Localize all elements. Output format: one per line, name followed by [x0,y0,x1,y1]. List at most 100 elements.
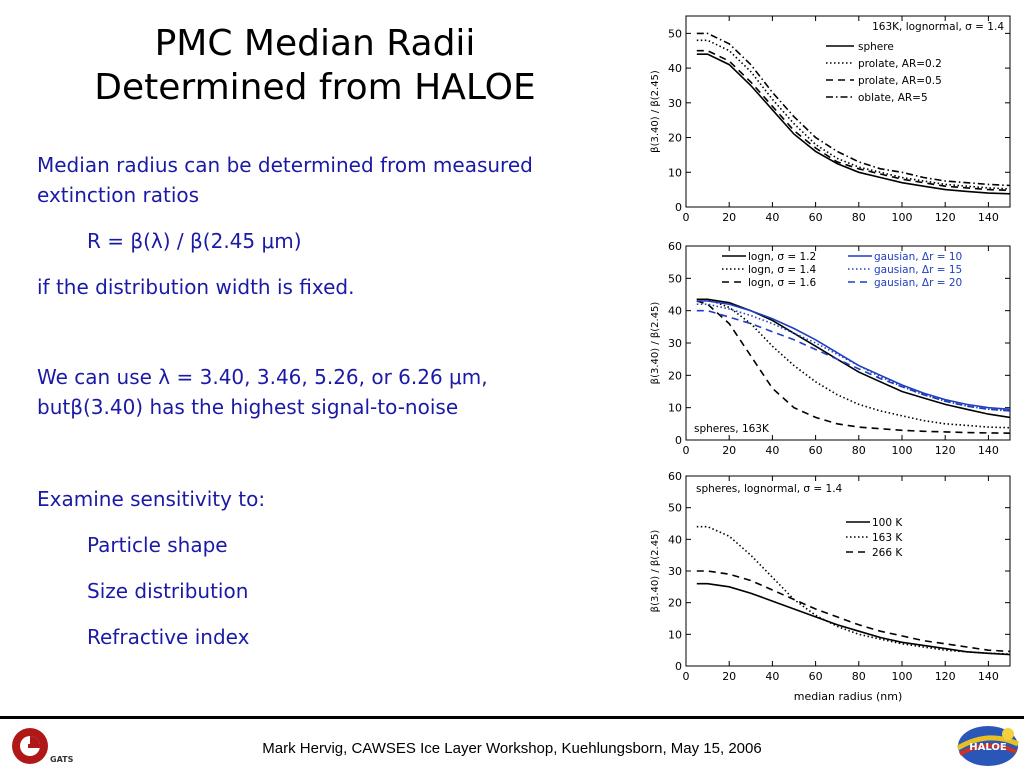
y-tick-label: 40 [668,533,682,546]
x-tick-label: 80 [852,444,866,457]
legend-label: logn, σ = 1.2 [748,251,816,263]
y-axis-label: β(3.40) / β(2.45) [650,70,661,153]
legend-label: logn, σ = 1.4 [748,264,816,276]
chart-particle-shape: 0 20 40 60 80 100 120 140 0 10 20 30 40 50 β(3.40) / β… [640,8,1024,233]
legend-label: oblate, AR=5 [858,92,928,104]
y-tick-label: 10 [668,166,682,179]
y-axis-label: β(3.40) / β(2.45) [650,302,661,385]
x-tick-label: 140 [978,211,999,224]
x-axis-label: median radius (nm) [794,690,903,703]
gats-logo-text: GATS [50,755,74,764]
series-line-prolate-ar-0-2 [696,39,1011,190]
y-tick-label: 50 [668,27,682,40]
haloe-logo: HALOE [944,722,1024,768]
y-tick-label: 30 [668,97,682,110]
chart-size-distribution: 0 20 40 60 80 100 120 140 0 10 20 30 40 50 60 β(3.40) /… [640,238,1024,466]
title-line-1: PMC Median Radii [154,23,476,64]
y-tick-label: 10 [668,628,682,641]
slide-body: Median radius can be determined from mea… [37,150,637,652]
formula: R = β(λ) / β(2.45 μm) [87,229,302,253]
paragraph-3a: We can use λ = 3.40, 3.46, 5.26, or 6.26… [37,365,488,389]
legend-label: prolate, AR=0.5 [858,75,942,87]
legend-label: logn, σ = 1.6 [748,277,816,289]
paragraph-2: if the distribution width is fixed. [37,275,355,299]
series-line-gausian-r-20 [696,309,1011,412]
y-tick-label: 20 [668,369,682,382]
y-tick-label: 10 [668,402,682,415]
legend-label: sphere [858,41,894,53]
x-tick-label: 60 [809,211,823,224]
x-tick-label: 0 [683,444,690,457]
series-line-163-k [696,525,1011,655]
y-tick-label: 50 [668,502,682,515]
legend-header: 163K, lognormal, σ = 1.4 [872,21,1004,33]
x-tick-label: 60 [809,670,823,683]
y-tick-label: 50 [668,272,682,285]
chart-temperature: 0 20 40 60 80 100 120 140 0 10 20 30 40 50 60 β(3.40) /… [640,468,1024,708]
plot-frame [685,475,1011,667]
x-tick-label: 100 [892,444,913,457]
x-tick-label: 0 [683,211,690,224]
y-tick-label: 0 [675,660,682,673]
y-tick-label: 60 [668,470,682,483]
chart-svg: 0 20 40 60 80 100 120 140 0 10 20 30 40 50 60 β(3.40) /… [650,240,1011,457]
y-tick-label: 0 [675,201,682,214]
y-tick-label: 60 [668,240,682,253]
x-tick-label: 40 [765,211,779,224]
legend-label: 163 K [872,532,903,544]
x-tick-label: 40 [765,670,779,683]
paragraph-1b: extinction ratios [37,183,200,207]
paragraph-3b: butβ(3.40) has the highest signal-to-noi… [37,395,459,419]
x-tick-label: 0 [683,670,690,683]
y-tick-label: 30 [668,337,682,350]
x-tick-label: 80 [852,670,866,683]
x-tick-label: 100 [892,211,913,224]
x-tick-label: 140 [978,670,999,683]
legend-label: gausian, Δr = 20 [874,277,962,289]
y-tick-label: 20 [668,597,682,610]
legend-label: prolate, AR=0.2 [858,58,942,70]
title-line-2: Determined from HALOE [94,67,536,108]
series-line-sphere [696,53,1011,195]
footer-divider [0,716,1024,719]
x-tick-label: 80 [852,211,866,224]
series-line-oblate-ar-5 [696,32,1011,187]
paragraph-1a: Median radius can be determined from mea… [37,153,533,177]
y-tick-label: 40 [668,305,682,318]
bullet-particle-shape: Particle shape [87,533,228,557]
legend-label: 266 K [872,547,903,559]
bullet-refractive-index: Refractive index [87,625,250,649]
x-tick-label: 40 [765,444,779,457]
x-tick-label: 20 [722,444,736,457]
haloe-logo-text: HALOE [969,742,1007,753]
x-tick-label: 120 [935,211,956,224]
chart-svg: 0 20 40 60 80 100 120 140 0 10 20 30 40 50 β(3.40) / β… [650,15,1011,224]
legend-label: gausian, Δr = 15 [874,264,962,276]
chart-svg: 0 20 40 60 80 100 120 140 0 10 20 30 40 50 60 β(3.40) /… [650,470,1011,703]
x-tick-label: 120 [935,444,956,457]
x-tick-label: 60 [809,444,823,457]
chart-annotation: spheres, 163K [694,423,770,435]
series-line-logn-1-2 [696,298,1011,419]
gats-logo: GATS [6,724,76,768]
x-tick-label: 20 [722,670,736,683]
y-tick-label: 30 [668,565,682,578]
y-axis-label: β(3.40) / β(2.45) [650,530,661,613]
y-tick-label: 20 [668,132,682,145]
series-line-100-k [696,582,1011,656]
series-line-gausian-r-15 [696,303,1011,412]
bullet-size-distribution: Size distribution [87,579,249,603]
x-tick-label: 120 [935,670,956,683]
y-tick-label: 0 [675,434,682,447]
plot-frame [685,15,1011,208]
paragraph-4: Examine sensitivity to: [37,487,266,511]
x-tick-label: 140 [978,444,999,457]
x-tick-label: 20 [722,211,736,224]
series-line-266-k [696,570,1011,653]
series-line-logn-1-6 [696,300,1011,434]
legend-label: gausian, Δr = 10 [874,251,962,263]
legend-label: 100 K [872,517,903,529]
series-line-gausian-r-10 [696,300,1011,411]
y-tick-label: 40 [668,62,682,75]
slide-title: PMC Median Radii Determined from HALOE [30,22,600,110]
